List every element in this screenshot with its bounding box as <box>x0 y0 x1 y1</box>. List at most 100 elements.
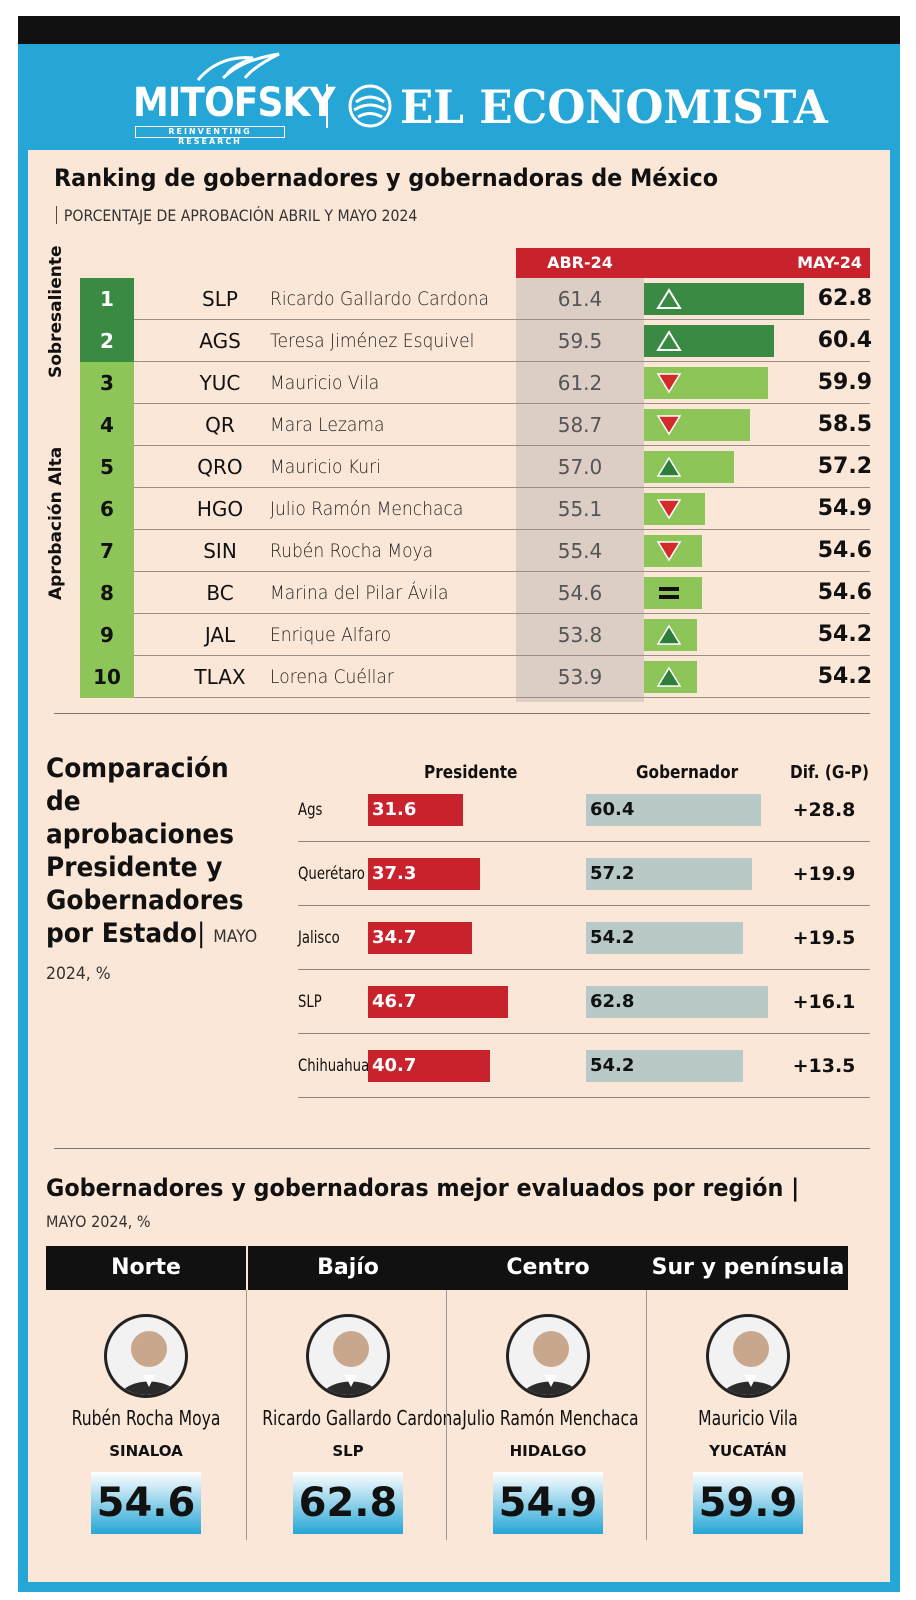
score-badge: 54.6 <box>91 1472 201 1534</box>
governor-bar: 54.2 <box>586 1050 743 1082</box>
region-header: Norte <box>46 1246 246 1290</box>
trend-equal-icon <box>659 587 679 599</box>
may-value: 54.6 <box>817 580 872 605</box>
region-header: Sur y península <box>648 1246 848 1290</box>
avatar <box>506 1314 590 1398</box>
trend-down-icon <box>656 373 682 394</box>
diff-value: +19.5 <box>792 927 856 949</box>
may-value: 62.8 <box>817 286 872 311</box>
rank-number: 3 <box>80 362 134 404</box>
diff-value: +28.8 <box>792 799 856 821</box>
comparison-row: Chihuahua 40.7 54.2 +13.5 <box>298 1034 870 1098</box>
comparison-state: Jalisco <box>298 928 340 948</box>
governor-bar: 62.8 <box>586 986 768 1018</box>
score-badge: 62.8 <box>293 1472 403 1534</box>
regions-subtitle: MAYO 2024, % <box>46 1212 151 1231</box>
comparison-state: SLP <box>298 992 322 1012</box>
ranking-row: 9 JAL Enrique Alfaro 53.8 54.2 <box>80 614 872 656</box>
region-card: Centro Julio Ramón Menchaca HIDALGO 54.9 <box>448 1246 648 1534</box>
ranking-row: 7 SIN Rubén Rocha Moya 55.4 54.6 <box>80 530 872 572</box>
mitofsky-wordmark: MITOFSKY <box>133 80 336 126</box>
president-bar: 34.7 <box>368 922 472 954</box>
abr-value: 53.9 <box>557 665 603 689</box>
trend-down-icon <box>656 415 682 436</box>
column-header-president: Presidente <box>424 762 518 783</box>
abr-value: 61.2 <box>557 371 603 395</box>
regions-title: Gobernadores y gobernadoras mejor evalua… <box>46 1174 800 1202</box>
comparison-row: Querétaro 37.3 57.2 +19.9 <box>298 842 870 906</box>
abr-value: 53.8 <box>557 623 603 647</box>
state-code: YUC <box>199 371 241 395</box>
state-name: SLP <box>332 1442 364 1460</box>
ranking-row: 10 TLAX Lorena Cuéllar 53.9 54.2 <box>80 656 872 698</box>
ranking-row: 8 BC Marina del Pilar Ávila 54.6 54.6 <box>80 572 872 614</box>
governor-name: Lorena Cuéllar <box>270 666 394 688</box>
globe-icon <box>348 84 392 128</box>
avatar <box>306 1314 390 1398</box>
may-bar <box>644 325 774 357</box>
may-value: 54.9 <box>817 496 872 521</box>
state-code: SIN <box>203 539 237 563</box>
ranking-row: 2 AGS Teresa Jiménez Esquivel 59.5 60.4 <box>80 320 872 362</box>
region-header: Centro <box>448 1246 648 1290</box>
governor-name: Ricardo Gallardo Cardona <box>262 1406 462 1430</box>
diff-value: +16.1 <box>792 991 856 1013</box>
governor-name: Rubén Rocha Moya <box>71 1406 221 1430</box>
state-code: BC <box>206 581 234 605</box>
group-label-sobresaliente: Sobresaliente <box>38 245 80 380</box>
regions-title-text: Gobernadores y gobernadoras mejor evalua… <box>46 1174 784 1202</box>
score-badge: 59.9 <box>693 1472 803 1534</box>
abr-value: 55.1 <box>557 497 603 521</box>
state-code: QR <box>205 413 235 437</box>
governor-name: Mauricio Kuri <box>270 456 381 478</box>
column-header-abr: ABR-24 <box>516 248 644 278</box>
governor-bar: 54.2 <box>586 922 743 954</box>
governor-name: Teresa Jiménez Esquivel <box>270 330 475 352</box>
diff-value: +13.5 <box>792 1055 856 1077</box>
trend-up-icon <box>656 456 682 477</box>
mitofsky-tagline: REINVENTING RESEARCH <box>135 126 285 146</box>
governor-name: Ricardo Gallardo Cardona <box>270 288 489 310</box>
rank-number: 1 <box>80 278 134 320</box>
president-bar: 40.7 <box>368 1050 490 1082</box>
comparison-row: Ags 31.6 60.4 +28.8 <box>298 778 870 842</box>
column-header-may: MAY-24 <box>644 248 870 278</box>
diff-value: +19.9 <box>792 863 856 885</box>
trend-down-icon <box>656 541 682 562</box>
rank-number: 6 <box>80 488 134 530</box>
state-code: JAL <box>204 623 236 647</box>
governor-name: Mauricio Vila <box>270 372 380 394</box>
comparison-state: Chihuahua <box>298 1056 370 1076</box>
president-bar: 46.7 <box>368 986 508 1018</box>
ranking-subtitle: PORCENTAJE DE APROBACIÓN ABRIL Y MAYO 20… <box>56 206 417 225</box>
group-label-text: Aprobación Alta <box>46 446 66 600</box>
avatar <box>706 1314 790 1398</box>
column-header-governor: Gobernador <box>636 762 739 783</box>
may-value: 60.4 <box>817 328 872 353</box>
comparison-title-text: Comparación de aprobaciones Presidente y… <box>46 753 244 949</box>
president-bar: 37.3 <box>368 858 480 890</box>
may-bar <box>644 577 702 609</box>
person-icon <box>721 1331 781 1395</box>
score-badge: 54.9 <box>493 1472 603 1534</box>
may-bar <box>644 409 750 441</box>
abr-value: 58.7 <box>557 413 603 437</box>
region-divider <box>446 1290 447 1540</box>
comparison-row: Jalisco 34.7 54.2 +19.5 <box>298 906 870 970</box>
comparison-state: Ags <box>298 800 323 820</box>
region-card: Bajío Ricardo Gallardo Cardona SLP 62.8 <box>248 1246 462 1534</box>
section-divider <box>54 1148 870 1149</box>
state-name: SINALOA <box>109 1442 183 1460</box>
trend-up-icon <box>656 666 682 687</box>
avatar <box>104 1314 188 1398</box>
el-economista-logo: EL ECONOMISTA <box>348 78 828 134</box>
trend-up-icon <box>656 624 682 645</box>
governor-bar: 60.4 <box>586 794 761 826</box>
state-code: QRO <box>197 455 243 479</box>
state-code: AGS <box>199 329 241 353</box>
governor-name: Marina del Pilar Ávila <box>270 582 449 604</box>
may-bar <box>644 283 804 315</box>
abr-value: 54.6 <box>557 581 603 605</box>
state-code: TLAX <box>194 665 246 689</box>
abr-value: 55.4 <box>557 539 603 563</box>
